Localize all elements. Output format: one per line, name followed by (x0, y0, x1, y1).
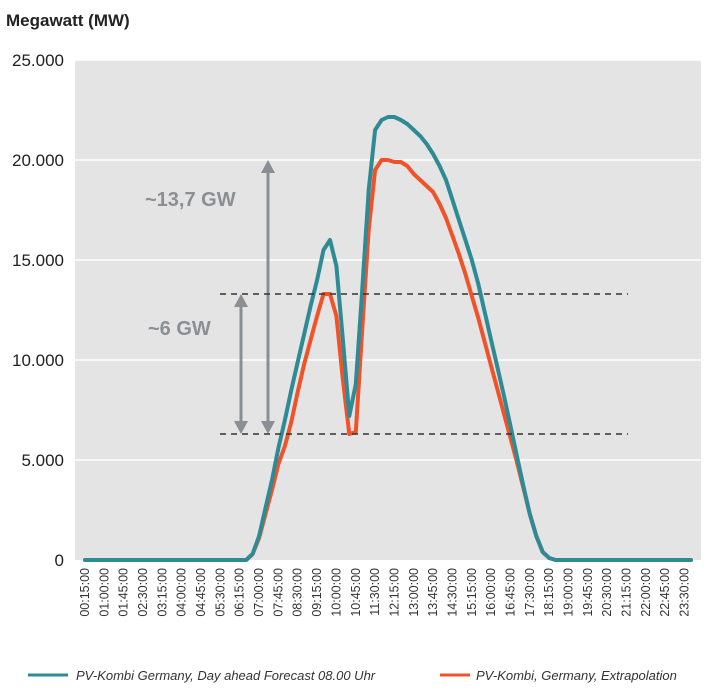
x-tick-label: 12:15:00 (387, 568, 401, 617)
y-tick-label: 0 (55, 551, 64, 570)
y-tick-label: 10.000 (12, 351, 64, 370)
x-tick-label: 21:15:00 (620, 568, 634, 617)
x-tick-label: 13:45:00 (426, 568, 440, 617)
y-axis-title: Megawatt (MW) (6, 11, 130, 30)
x-tick-label: 17:30:00 (523, 568, 537, 617)
arrow-head-down (234, 421, 248, 434)
x-tick-label: 05:30:00 (213, 568, 227, 617)
arrow-head-up (234, 294, 248, 307)
x-tick-labels: 00:15:00 01:00:00 01:45:00 02:30:00 03:15:00… (78, 568, 692, 617)
series-line-extrapolation (83, 158, 693, 562)
series-lines (83, 115, 693, 562)
x-tick-label: 01:45:00 (117, 568, 131, 617)
x-tick-label: 08:30:00 (291, 568, 305, 617)
y-tick-label: 25.000 (12, 51, 64, 70)
y-tick-label: 20.000 (12, 151, 64, 170)
arrow-6gw (234, 294, 248, 434)
x-tick-label: 14:30:00 (445, 568, 459, 617)
x-tick-label: 10:45:00 (349, 568, 363, 617)
x-tick-label: 13:00:00 (407, 568, 421, 617)
annotation-13-7gw: ~13,7 GW (145, 189, 236, 211)
y-tick-labels: 0 5.000 10.000 15.000 20.000 25.000 (12, 51, 64, 570)
legend-label-extrapolation: PV-Kombi, Germany, Extrapolation (476, 668, 677, 683)
x-tick-label: 04:00:00 (175, 568, 189, 617)
gridlines (75, 59, 701, 461)
x-tick-label: 19:00:00 (562, 568, 576, 617)
y-tick-label: 15.000 (12, 251, 64, 270)
x-tick-label: 01:00:00 (97, 568, 111, 617)
x-tick-label: 06:15:00 (233, 568, 247, 617)
plot-area (75, 60, 701, 560)
annotations: ~13,7 GW ~6 GW (145, 160, 628, 435)
arrow-head-down (261, 421, 275, 434)
legend-label-forecast: PV-Kombi Germany, Day ahead Forecast 08.… (76, 668, 376, 683)
x-tick-label: 19:45:00 (581, 568, 595, 617)
x-tick-label: 16:00:00 (484, 568, 498, 617)
y-tick-label: 5.000 (21, 451, 64, 470)
x-tick-label: 09:15:00 (310, 568, 324, 617)
legend: PV-Kombi Germany, Day ahead Forecast 08.… (28, 668, 677, 683)
x-tick-label: 10:00:00 (329, 568, 343, 617)
x-tick-label: 20:30:00 (600, 568, 614, 617)
x-tick-label: 07:00:00 (252, 568, 266, 617)
x-tick-label: 18:15:00 (542, 568, 556, 617)
x-tick-label: 02:30:00 (136, 568, 150, 617)
arrow-13-7gw (261, 160, 275, 434)
x-tick-label: 22:00:00 (639, 568, 653, 617)
arrow-head-up (261, 160, 275, 173)
x-tick-label: 22:45:00 (658, 568, 672, 617)
x-tick-label: 15:15:00 (465, 568, 479, 617)
x-tick-label: 11:30:00 (368, 568, 382, 616)
series-line-forecast (83, 115, 693, 562)
x-tick-label: 07:45:00 (271, 568, 285, 617)
annotation-6gw: ~6 GW (148, 318, 211, 340)
x-tick-label: 16:45:00 (503, 568, 517, 617)
x-tick-label: 04:45:00 (194, 568, 208, 617)
x-tick-label: 23:30:00 (678, 568, 692, 617)
x-tick-label: 03:15:00 (155, 568, 169, 617)
x-tick-label: 00:15:00 (78, 568, 92, 617)
